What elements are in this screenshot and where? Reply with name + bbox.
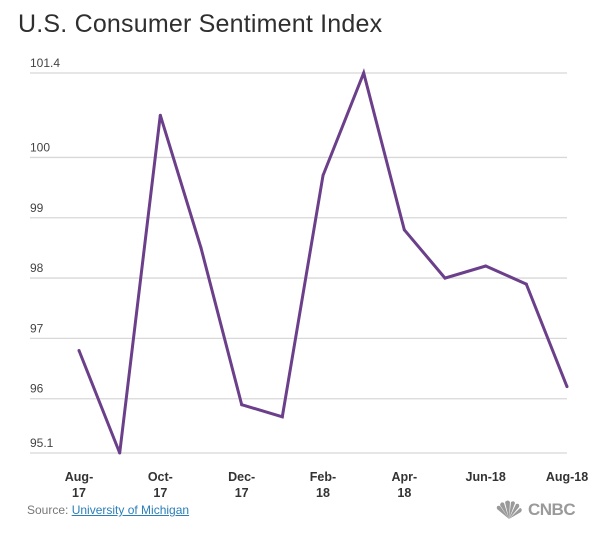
data-point [565,385,569,389]
data-point [280,415,284,419]
data-point [484,264,488,268]
series-line [77,68,569,454]
x-tick-label-line2: 17 [235,486,249,500]
y-tick-label: 95.1 [30,436,54,450]
chart-title: U.S. Consumer Sentiment Index [18,10,383,38]
x-tick-label: Oct- [148,470,173,484]
data-point [199,246,203,250]
data-point [443,276,447,280]
x-tick-label-line2: 18 [397,486,411,500]
data-point [321,174,325,178]
x-tick-label-line2: 17 [72,486,86,500]
x-tick-label: Feb- [310,470,336,484]
peacock-icon [496,500,522,519]
data-point [158,113,162,117]
x-tick-label: Aug- [65,470,93,484]
data-point [362,71,366,75]
y-tick-label: 96 [30,382,44,396]
data-point [118,451,122,455]
x-tick-label: Jun-18 [466,470,506,484]
data-point [402,228,406,232]
data-point [240,403,244,407]
source-link[interactable]: University of Michigan [71,503,190,517]
x-tick-label-line2: 17 [153,486,167,500]
x-tick-label-line2: 18 [316,486,330,500]
x-tick-label: Apr- [391,470,417,484]
logo-wordmark: CNBC [528,500,576,519]
source-note: Source: University of Michigan [27,503,189,517]
x-tick-label: Aug-18 [546,470,588,484]
y-tick-label: 99 [30,201,44,215]
y-tick-label: 100 [30,140,50,154]
y-tick-label: 98 [30,261,44,275]
cnbc-logo: CNBC [494,500,576,520]
source-label: Source: [27,503,72,517]
data-point [524,282,528,286]
x-tick-label: Dec- [228,470,255,484]
y-tick-label: 97 [30,321,44,335]
data-point [77,348,81,352]
y-tick-label: 101.4 [30,56,60,70]
